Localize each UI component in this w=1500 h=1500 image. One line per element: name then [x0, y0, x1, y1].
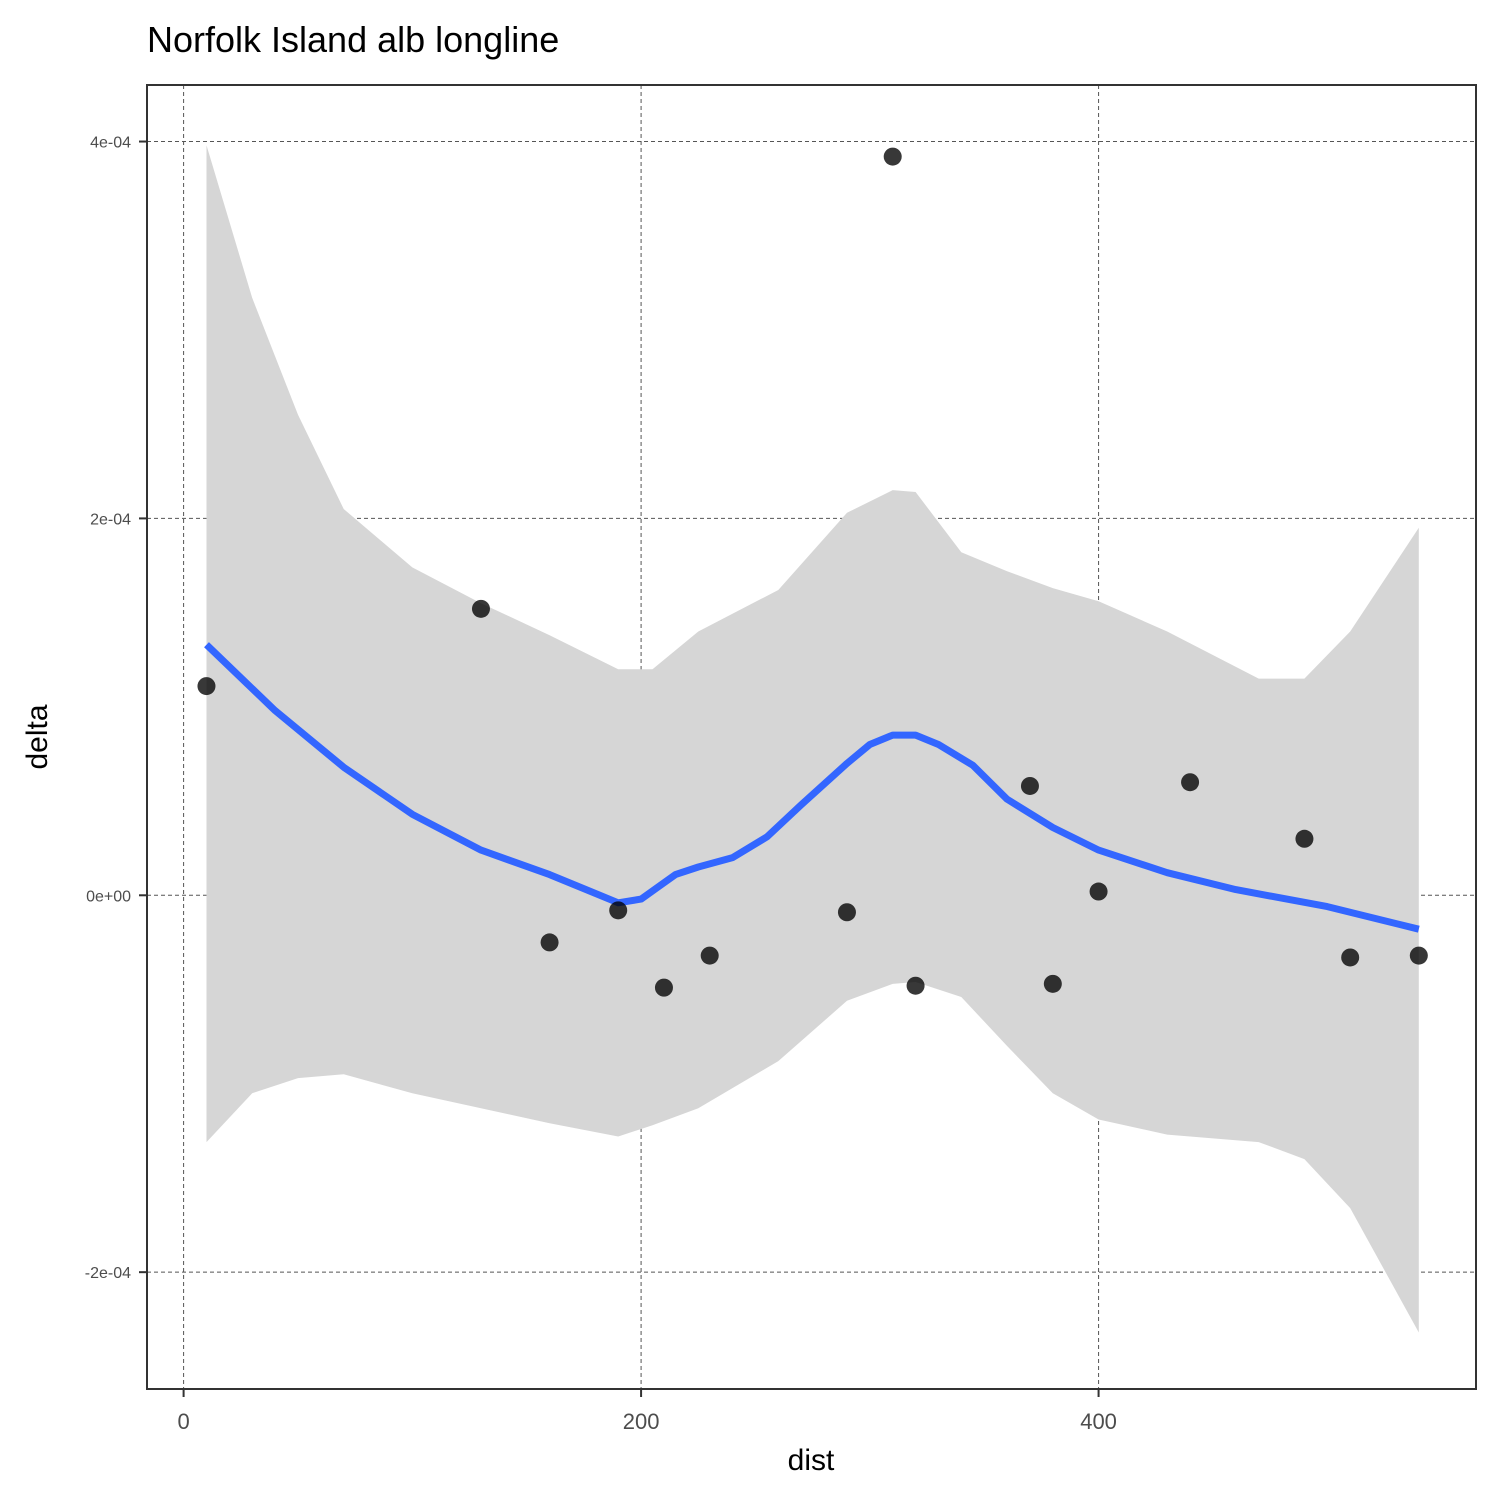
y-axis-title: delta: [21, 704, 54, 769]
data-point: [1089, 882, 1108, 901]
x-tick-label: 200: [623, 1409, 660, 1434]
data-point: [883, 147, 902, 166]
y-tick-label: 2e-04: [90, 511, 131, 528]
confidence-band-layer: [206, 145, 1419, 1333]
data-point: [1020, 776, 1039, 795]
data-point: [1341, 948, 1360, 967]
y-tick-label: -2e-04: [85, 1265, 131, 1282]
confidence-band: [206, 145, 1419, 1333]
x-tick-label: 400: [1080, 1409, 1117, 1434]
data-point: [471, 599, 490, 618]
chart-title: Norfolk Island alb longline: [147, 19, 559, 60]
data-point: [609, 901, 628, 920]
smooth-line: [204, 642, 1420, 933]
data-point: [1295, 829, 1314, 848]
axes: 0 200 400 -2e-04 0e+00 2e-04 4e-04: [85, 135, 1117, 1434]
smooth-line-layer: [204, 642, 1420, 933]
panel-border: [146, 84, 1477, 1390]
data-point: [654, 978, 673, 997]
data-point: [1043, 974, 1062, 993]
data-point: [1181, 773, 1200, 792]
points-layer: [197, 147, 1428, 997]
data-point: [700, 946, 719, 965]
data-point: [906, 976, 925, 995]
x-axis-title: dist: [788, 1444, 835, 1477]
y-tick-label: 0e+00: [86, 888, 131, 905]
data-point: [1409, 946, 1428, 965]
x-tick-label: 0: [177, 1409, 189, 1434]
y-tick-label: 4e-04: [90, 135, 131, 152]
data-point: [837, 903, 856, 922]
data-point: [197, 677, 216, 696]
data-point: [540, 933, 559, 952]
